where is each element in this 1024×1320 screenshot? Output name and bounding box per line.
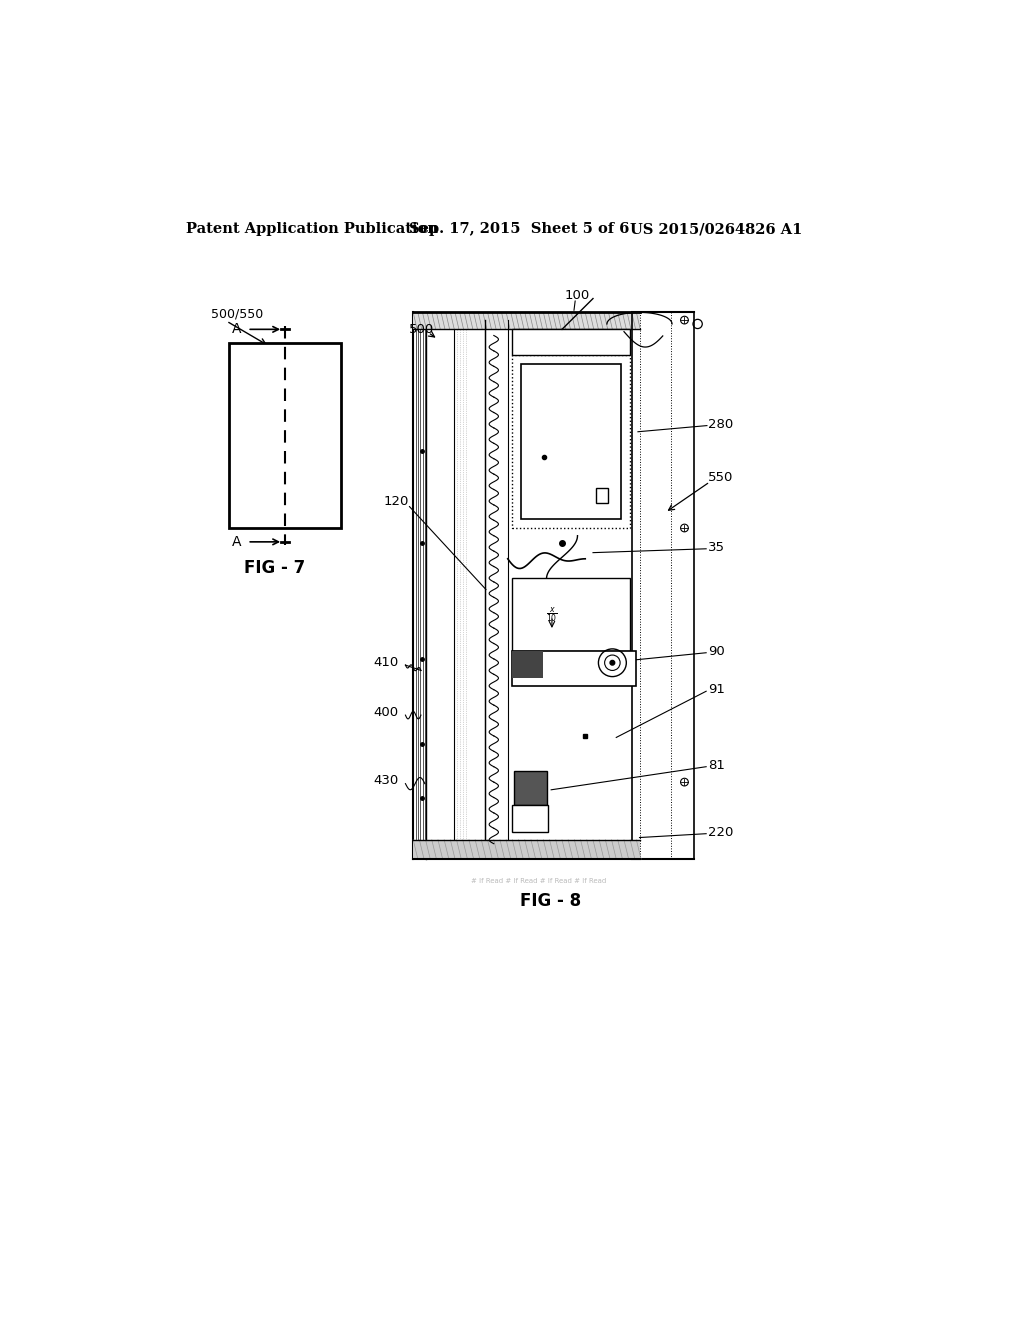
Text: US 2015/0264826 A1: US 2015/0264826 A1 bbox=[630, 222, 803, 236]
Text: 410: 410 bbox=[374, 656, 399, 669]
Bar bbox=[414, 840, 640, 859]
Text: 100: 100 bbox=[564, 289, 590, 302]
Text: FIG - 7: FIG - 7 bbox=[245, 560, 305, 577]
Text: A: A bbox=[232, 322, 242, 337]
Text: $\frac{x}{10}$: $\frac{x}{10}$ bbox=[546, 605, 558, 623]
Text: 220: 220 bbox=[708, 825, 733, 838]
Text: 400: 400 bbox=[374, 706, 398, 719]
Text: 120: 120 bbox=[384, 495, 410, 508]
Text: 91: 91 bbox=[708, 684, 725, 696]
Text: 550: 550 bbox=[708, 471, 733, 484]
Text: 430: 430 bbox=[374, 774, 399, 787]
Text: A: A bbox=[232, 535, 242, 549]
Text: Sep. 17, 2015  Sheet 5 of 6: Sep. 17, 2015 Sheet 5 of 6 bbox=[409, 222, 629, 236]
Text: 280: 280 bbox=[708, 417, 733, 430]
Bar bbox=[228, 343, 341, 528]
Bar bbox=[514, 771, 547, 805]
Text: # If Read # If Read # If Read # If Read: # If Read # If Read # If Read # If Read bbox=[471, 878, 606, 883]
Circle shape bbox=[610, 660, 614, 665]
Text: 81: 81 bbox=[708, 759, 725, 772]
Bar bbox=[521, 364, 621, 519]
Text: Patent Application Publication: Patent Application Publication bbox=[186, 222, 438, 236]
Text: 500/550: 500/550 bbox=[211, 308, 263, 321]
Text: 90: 90 bbox=[708, 644, 724, 657]
Bar bbox=[426, 313, 465, 859]
Text: FIG - 8: FIG - 8 bbox=[520, 892, 581, 911]
Text: 500: 500 bbox=[410, 323, 434, 335]
Bar bbox=[512, 578, 630, 651]
Bar bbox=[596, 488, 607, 503]
Text: 35: 35 bbox=[708, 541, 725, 554]
Bar bbox=[512, 651, 543, 678]
Bar bbox=[512, 805, 548, 832]
Bar bbox=[512, 355, 630, 528]
Bar bbox=[414, 313, 640, 330]
Bar bbox=[512, 651, 636, 686]
Bar bbox=[512, 330, 630, 355]
